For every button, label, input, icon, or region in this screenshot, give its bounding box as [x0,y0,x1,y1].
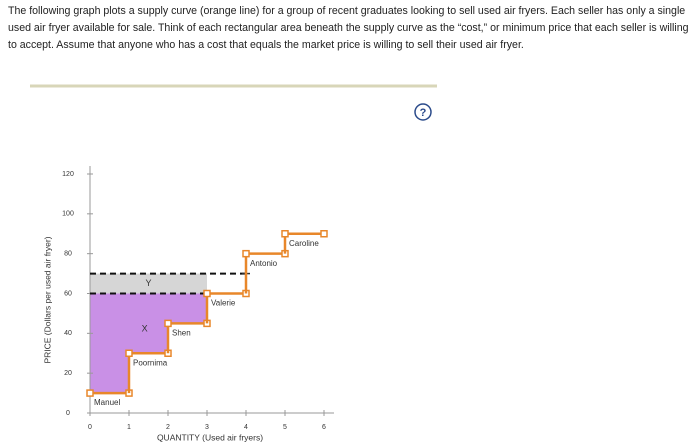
y-tick-label: 120 [62,171,74,178]
seller-label: Manuel [94,398,120,407]
x-tick-label: 6 [322,424,326,431]
y-tick-label: 60 [64,290,72,297]
x-tick-label: 5 [283,424,287,431]
instructions: The following graph plots a supply curve… [8,5,689,51]
y-tick-label: 100 [62,211,74,218]
x-tick-label: 1 [127,424,131,431]
seller-label: Poornima [133,358,168,367]
area-label: Y [145,278,151,288]
y-tick-label: 20 [64,370,72,377]
y-axis-label: PRICE (Dollars per used air fryer) [42,236,52,363]
help-icon[interactable]: ? [420,107,427,119]
surplus-area [129,293,168,354]
surplus-area [168,293,207,324]
gray-area [90,273,207,294]
y-tick-label: 80 [64,251,72,258]
x-tick-label: 3 [205,424,209,431]
surplus-area [90,293,129,394]
x-tick-label: 2 [166,424,170,431]
seller-label: Caroline [289,239,319,248]
help-button[interactable] [414,103,432,121]
x-tick-label: 0 [88,424,92,431]
step-handle [203,289,211,298]
step-handle [242,249,250,258]
y-tick-label: 0 [66,410,70,417]
y-tick-label: 40 [64,330,72,337]
step-handle [164,319,172,328]
step-handle [86,389,94,397]
x-axis-label: QUANTITY (Used air fryers) [157,432,263,442]
step-handle [320,230,328,238]
step-handle [281,230,289,238]
seller-label: Antonio [250,259,278,268]
x-tick-label: 4 [244,424,248,431]
seller-label: Valerie [211,299,236,308]
seller-label: Shen [172,328,191,337]
area-label: X [142,324,148,334]
step-handle [125,349,133,357]
